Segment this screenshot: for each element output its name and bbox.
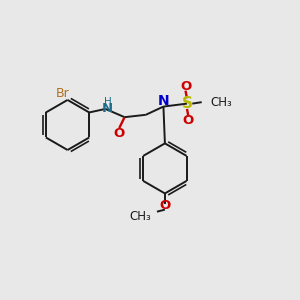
Text: O: O <box>159 199 170 212</box>
Text: N: N <box>158 94 169 108</box>
Text: N: N <box>102 102 113 116</box>
Text: H: H <box>103 98 111 107</box>
Text: O: O <box>180 80 191 93</box>
Text: O: O <box>114 128 125 140</box>
Text: S: S <box>182 96 193 111</box>
Text: O: O <box>183 114 194 127</box>
Text: CH₃: CH₃ <box>129 210 151 223</box>
Text: Br: Br <box>56 87 69 100</box>
Text: CH₃: CH₃ <box>211 96 232 109</box>
